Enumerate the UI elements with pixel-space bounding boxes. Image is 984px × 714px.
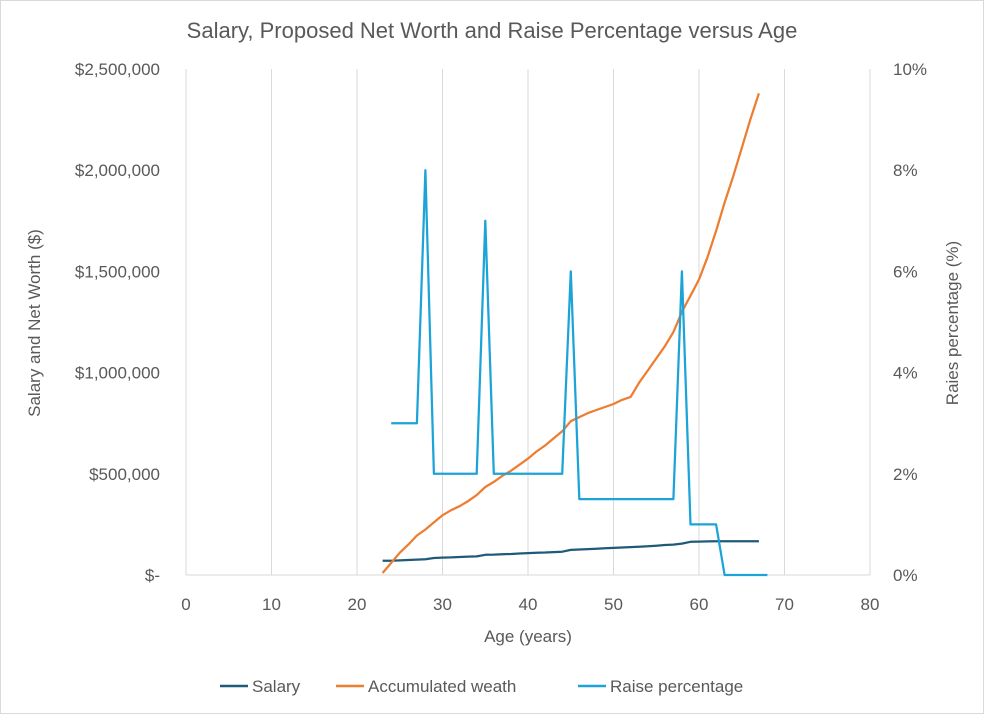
x-tick-label: 50 — [604, 595, 623, 614]
y-left-axis-label: Salary and Net Worth ($) — [25, 229, 44, 417]
y-right-tick-label: 10% — [893, 60, 927, 79]
wealth-line — [381, 92, 760, 574]
y-left-tick-label: $1,000,000 — [75, 364, 160, 383]
y-right-tick-label: 0% — [893, 566, 918, 585]
y-right-tick-label: 4% — [893, 364, 918, 383]
chart-title: Salary, Proposed Net Worth and Raise Per… — [187, 18, 798, 43]
x-tick-label: 80 — [861, 595, 880, 614]
x-tick-label: 0 — [181, 595, 190, 614]
x-tick-labels: 0 10 20 30 40 50 60 70 80 — [181, 595, 879, 614]
y-left-tick-label: $500,000 — [89, 465, 160, 484]
y-left-tick-label: $2,500,000 — [75, 60, 160, 79]
legend-wealth-label: Accumulated weath — [368, 677, 516, 696]
y-left-tick-label: $- — [145, 566, 160, 585]
x-tick-label: 20 — [348, 595, 367, 614]
y-right-axis-label: Raies percentage (%) — [943, 241, 962, 405]
y-left-tick-label: $1,500,000 — [75, 262, 160, 281]
raise-line — [391, 169, 768, 577]
x-axis-label: Age (years) — [484, 627, 572, 646]
x-tick-label: 60 — [690, 595, 709, 614]
legend-salary-label: Salary — [252, 677, 301, 696]
y-right-tick-labels: 0% 2% 4% 6% 8% 10% — [893, 60, 927, 585]
y-right-tick-label: 8% — [893, 161, 918, 180]
grid-lines — [185, 69, 871, 576]
salary-line — [382, 540, 759, 562]
y-left-tick-labels: $- $500,000 $1,000,000 $1,500,000 $2,000,000… — [75, 60, 160, 585]
legend-raise-label: Raise percentage — [610, 677, 743, 696]
x-tick-label: 30 — [433, 595, 452, 614]
x-tick-label: 70 — [775, 595, 794, 614]
y-right-tick-label: 6% — [893, 262, 918, 281]
y-right-tick-label: 2% — [893, 465, 918, 484]
x-tick-label: 40 — [519, 595, 538, 614]
legend: Salary Accumulated weath Raise percentag… — [220, 677, 743, 696]
x-tick-label: 10 — [262, 595, 281, 614]
y-left-tick-label: $2,000,000 — [75, 161, 160, 180]
series-lines — [381, 92, 768, 577]
